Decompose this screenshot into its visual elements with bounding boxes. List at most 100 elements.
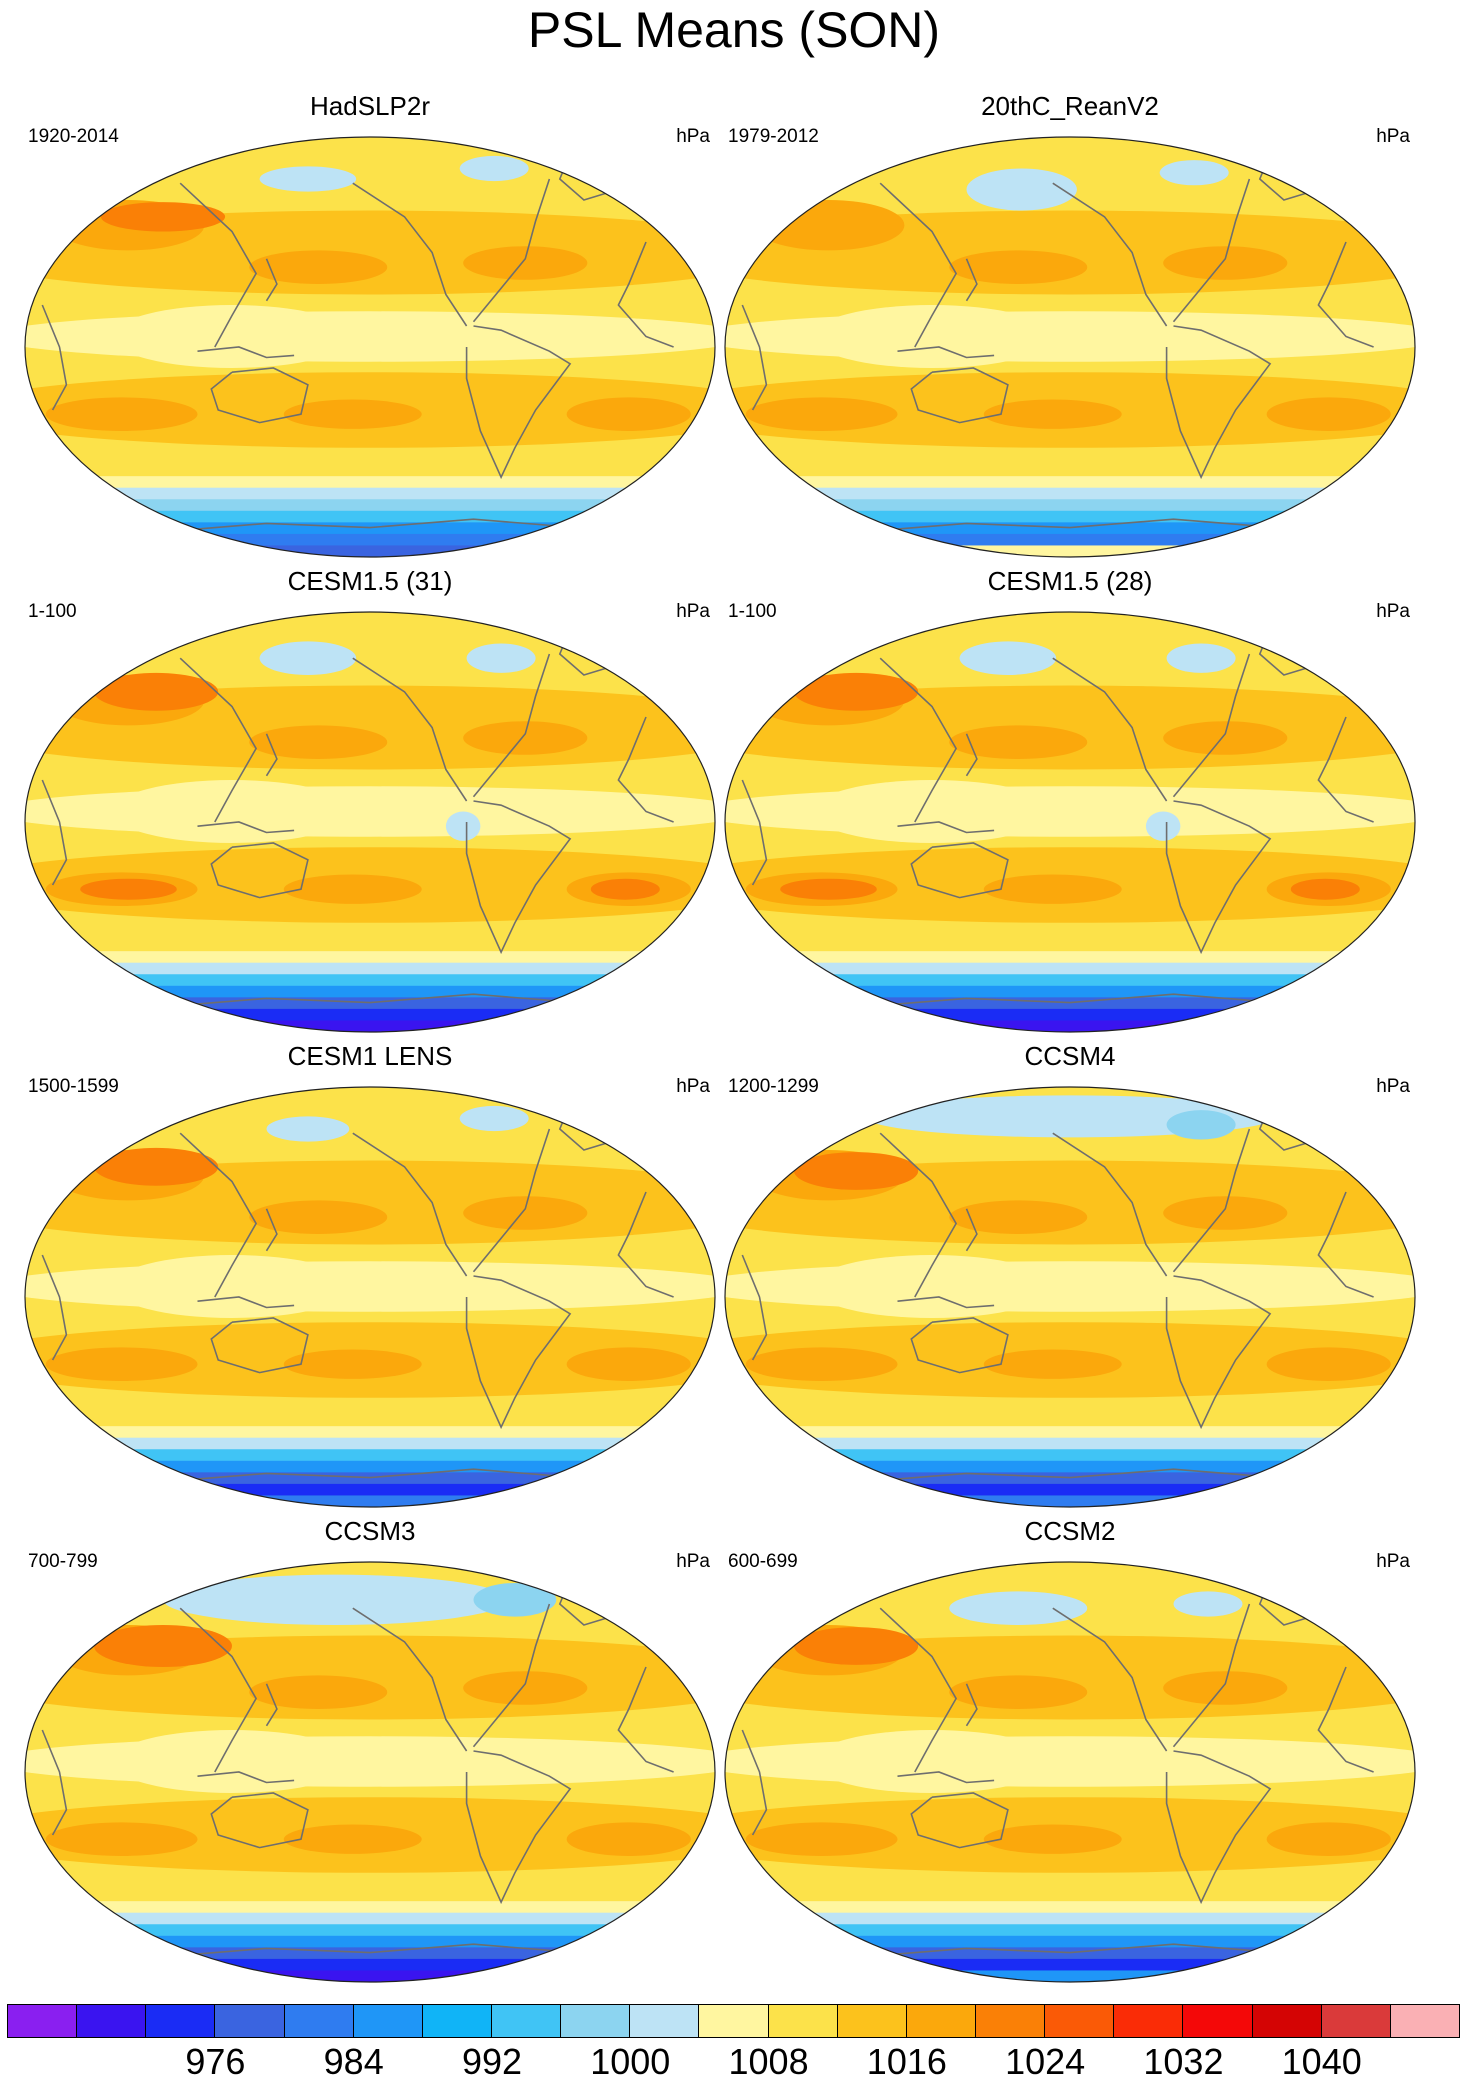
pressure-contour-region (1159, 160, 1229, 186)
southern-ocean-pressure-band (25, 1449, 715, 1462)
pressure-contour-region (983, 399, 1122, 429)
coastline (352, 182, 468, 327)
panel-units: hPa (1376, 1076, 1410, 1097)
colorbar: 976 984 992 1000 1008 1016 1024 1032 1040 (7, 2004, 1460, 2086)
southern-ocean-pressure-band (725, 1924, 1415, 1937)
coastline (1172, 178, 1251, 323)
southern-ocean-pressure-band (725, 951, 1415, 964)
map-panel: CCSM2 600-699 hPa (720, 1515, 1420, 1985)
southern-ocean-pressure-band (25, 533, 715, 547)
panel-title: CCSM2 (1024, 1516, 1116, 1546)
pressure-contour-region (1290, 878, 1360, 900)
pressure-contour-region (459, 1105, 529, 1132)
southern-ocean-pressure-band (25, 1460, 715, 1474)
colorbar-box (145, 2004, 216, 2038)
southern-ocean-pressure-band (725, 487, 1415, 501)
coastline (897, 821, 995, 834)
southern-ocean-pressure-band (25, 1495, 715, 1507)
coastline (1052, 1607, 1168, 1752)
colorbar-box (1251, 2004, 1322, 2038)
coastline (741, 1729, 768, 1836)
coastline (352, 657, 468, 802)
pressure-contour-region (794, 672, 919, 711)
colorbar-box (421, 2004, 492, 2038)
coastline (179, 1132, 258, 1298)
pressure-contour-region (283, 1824, 422, 1854)
pressure-contour-region (249, 725, 388, 759)
southern-ocean-pressure-band (725, 1020, 1415, 1032)
map-projection (24, 136, 716, 558)
coastline (352, 1607, 468, 1752)
colorbar-tick-label: 992 (461, 2041, 523, 2082)
panel-title: 20thC_ReanV2 (981, 91, 1159, 121)
coastline (265, 1208, 278, 1252)
pressure-contour-region (780, 878, 877, 900)
coastline (1172, 1603, 1251, 1748)
coastline (1165, 800, 1272, 955)
pressure-contour-region (45, 1347, 198, 1381)
pressure-contour-region (1166, 643, 1236, 673)
pressure-contour-region (745, 397, 898, 432)
map-panel: CESM1.5 (28) 1-100 hPa (720, 565, 1420, 1035)
southern-ocean-pressure-band (725, 545, 1415, 557)
coastline (472, 1128, 551, 1273)
coastline (197, 1771, 295, 1784)
coastline (41, 304, 68, 411)
coastline (465, 325, 572, 480)
colorbar-box (283, 2004, 354, 2038)
coastline (1052, 657, 1168, 802)
southern-ocean-pressure-band (725, 1483, 1415, 1497)
coastline (741, 779, 768, 886)
southern-ocean-pressure-band (25, 1912, 715, 1926)
southern-ocean-pressure-band (725, 499, 1415, 512)
pressure-contour-region (1166, 1110, 1236, 1140)
southern-ocean-pressure-band (725, 939, 1415, 953)
southern-ocean-pressure-band (725, 510, 1415, 524)
coastline (210, 1317, 309, 1374)
coastline (41, 1254, 68, 1361)
coastline (197, 1296, 295, 1309)
southern-ocean-pressure-band (25, 939, 715, 953)
panel-title: CCSM3 (324, 1516, 416, 1546)
coastline (617, 716, 674, 823)
pressure-contour-region (163, 1574, 508, 1625)
pressure-contour-region (1163, 246, 1288, 280)
pressure-contour-region (949, 250, 1088, 284)
panel-period: 600-699 (728, 1551, 798, 1572)
pressure-contour-region (949, 725, 1088, 759)
pressure-contour-region (283, 874, 422, 904)
coastline (210, 367, 309, 424)
coastline (1317, 1191, 1374, 1298)
southern-ocean-pressure-band (25, 997, 715, 1010)
pressure-contour-region (745, 1822, 898, 1856)
southern-ocean-pressure-band (25, 476, 715, 489)
coastline (741, 304, 768, 411)
map-panel: CESM1.5 (31) 1-100 hPa (20, 565, 720, 1035)
colorbar-box (836, 2004, 907, 2038)
southern-ocean-pressure-band (725, 533, 1415, 547)
pressure-contour-region (283, 399, 422, 429)
colorbar-boxes (7, 2004, 1460, 2038)
coastline (162, 993, 578, 1008)
southern-ocean-pressure-band (25, 1958, 715, 1972)
panel-units: hPa (676, 1551, 710, 1572)
southern-ocean-pressure-band (725, 1958, 1415, 1972)
coastline (1165, 325, 1272, 480)
southern-ocean-pressure-band (725, 985, 1415, 999)
panel-units: hPa (676, 126, 710, 147)
southern-ocean-pressure-band (25, 951, 715, 964)
southern-ocean-pressure-band (25, 545, 715, 557)
southern-ocean-pressure-band (725, 1495, 1415, 1507)
panel-title: CESM1.5 (28) (987, 566, 1153, 596)
map-projection (724, 1086, 1416, 1508)
southern-ocean-pressure-band (725, 1426, 1415, 1439)
colorbar-box (698, 2004, 769, 2038)
coastline (472, 653, 551, 798)
pressure-contour-region (463, 721, 588, 755)
panel-title: HadSLP2r (310, 91, 430, 121)
coastline (965, 1208, 978, 1252)
pressure-contour-region (249, 250, 388, 284)
southern-ocean-pressure-band (725, 1449, 1415, 1462)
coastline (179, 1607, 258, 1773)
coastline (897, 346, 995, 359)
